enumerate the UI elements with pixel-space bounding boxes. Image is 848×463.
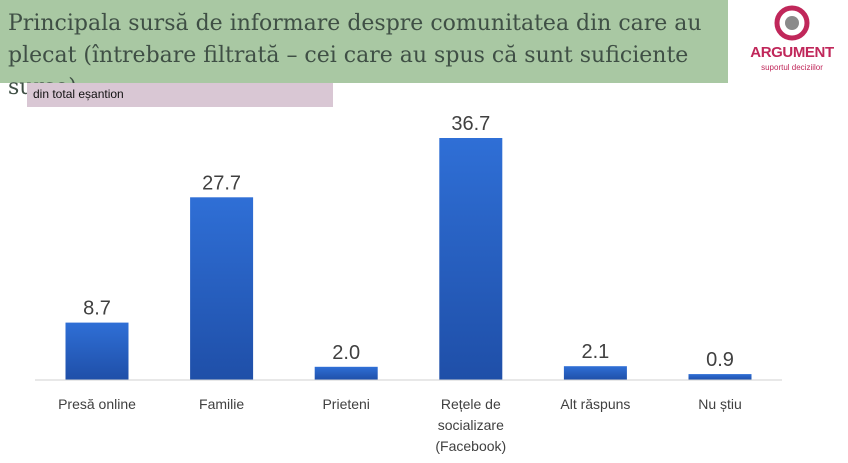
argument-logo: ARGUMENT suportul deciziilor [738,4,846,80]
value-label-4: 2.1 [581,341,609,363]
bar-1 [190,197,254,380]
category-label-1: Familie [199,396,244,412]
category-label-0: Presă online [58,396,136,412]
category-label-3: Rețele de socializare (Facebook) [435,396,506,454]
bar-2 [314,366,378,380]
chart-subtitle: din total eșantion [33,87,124,101]
bar-3 [439,138,503,380]
value-label-2: 2.0 [332,342,360,364]
value-label-1: 27.7 [202,172,241,194]
value-label-3: 36.7 [451,113,490,135]
bar-5 [688,374,752,380]
value-label-5: 0.9 [706,349,734,371]
chart-title: Principala sursă de informare despre com… [8,11,702,100]
category-label-2: Prieteni [322,396,369,412]
target-logo-icon [774,5,810,41]
category-label-4: Alt răspuns [560,396,630,412]
title-banner: Principala sursă de informare despre com… [0,0,728,100]
logo-tagline: suportul deciziilor [761,63,823,72]
bar-0 [65,322,129,380]
bar-4 [563,366,627,380]
logo-name: ARGUMENT [750,44,834,61]
value-label-0: 8.7 [83,298,111,320]
category-label-5: Nu știu [698,396,742,412]
subtitle-banner: din total eșantion [27,83,333,107]
